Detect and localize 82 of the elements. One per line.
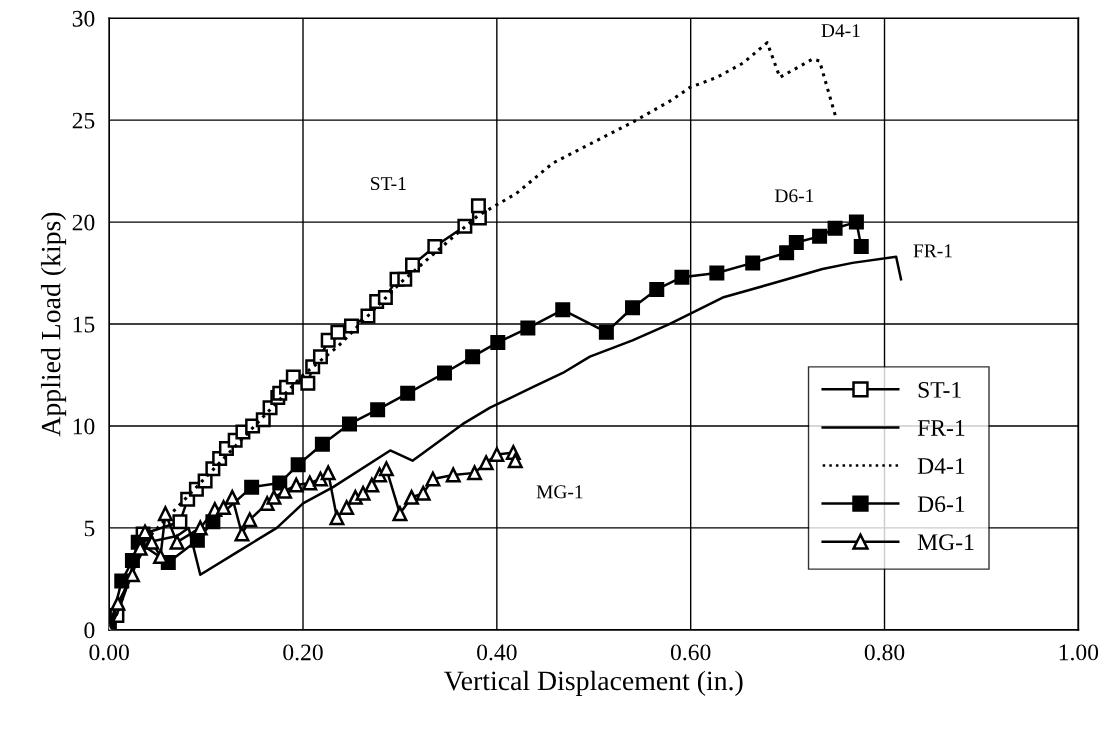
point (467, 465, 483, 481)
annotation: MG-1 (536, 485, 583, 499)
legend-label: D6-1 (917, 496, 965, 513)
annotation: D4-1 (821, 24, 860, 38)
point (745, 255, 761, 271)
point (364, 477, 380, 493)
legend-label: FR-1 (917, 420, 965, 436)
point (224, 489, 240, 505)
point (169, 534, 185, 550)
y-tick-label: 0 (84, 622, 95, 639)
point (355, 485, 371, 501)
point (812, 228, 828, 244)
point (674, 269, 690, 285)
point (234, 526, 250, 542)
point (507, 453, 523, 469)
y-tick-label: 10 (73, 418, 95, 435)
point (555, 302, 571, 318)
point (216, 500, 232, 516)
point (520, 320, 536, 336)
point (320, 465, 336, 481)
x-tick-label: 1.00 (1059, 644, 1099, 661)
point (172, 514, 188, 530)
point (312, 349, 328, 365)
point (157, 506, 173, 522)
point (437, 365, 453, 381)
point (244, 479, 260, 495)
x-tick-label: 0.60 (670, 644, 711, 661)
point (314, 436, 330, 452)
point (330, 324, 346, 340)
x-tick-label: 0.00 (89, 644, 129, 661)
x-tick-label: 0.80 (864, 644, 905, 661)
x-tick-label: 0.40 (477, 644, 517, 661)
point (649, 281, 665, 297)
y-tick-label: 30 (72, 10, 95, 27)
point (827, 220, 843, 236)
y-tick-label: 25 (72, 112, 95, 129)
point (788, 234, 804, 250)
point (779, 245, 795, 261)
annotation: D6-1 (774, 189, 814, 203)
point (445, 467, 461, 483)
point (285, 369, 301, 385)
legend-label: ST-1 (918, 381, 961, 398)
point (625, 300, 641, 316)
point (457, 218, 473, 234)
point (370, 402, 386, 418)
y-axis-title: Applied Load (kips) (40, 212, 67, 437)
y-tick-label: 5 (84, 520, 95, 537)
point (342, 416, 358, 432)
point (378, 461, 394, 477)
point (339, 500, 355, 516)
point (490, 334, 506, 350)
point (290, 457, 306, 473)
annotation: ST-1 (371, 177, 406, 191)
point (343, 318, 359, 334)
point (300, 375, 316, 391)
point (288, 477, 304, 493)
point (404, 489, 420, 505)
point (465, 349, 481, 365)
point (392, 506, 408, 522)
point (427, 239, 443, 255)
point (415, 485, 431, 501)
point (598, 324, 614, 340)
point (425, 471, 441, 487)
annotation: FR-1 (913, 244, 952, 258)
point (266, 489, 282, 505)
point (478, 455, 494, 471)
y-tick-label: 20 (72, 214, 95, 231)
legend-label: MG-1 (917, 534, 974, 551)
x-tick-label: 0.20 (283, 644, 323, 661)
point (853, 239, 869, 255)
point (489, 447, 505, 463)
point (329, 510, 345, 526)
x-axis-title: Vertical Displacement (in.) (444, 670, 743, 696)
point (400, 385, 416, 401)
point (242, 512, 258, 528)
y-tick-label: 15 (73, 316, 95, 333)
point (405, 257, 421, 273)
legend-label: D4-1 (917, 458, 965, 474)
point (302, 475, 318, 491)
point (470, 198, 486, 214)
point (709, 265, 725, 281)
point (848, 214, 864, 230)
